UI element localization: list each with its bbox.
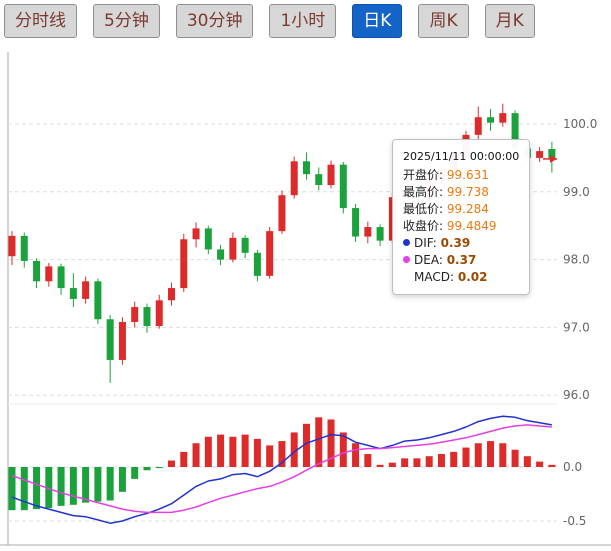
last-price-marker: [543, 154, 557, 163]
chart-frame: [0, 52, 611, 546]
macd-axis-labels: 0.0 -0.5: [563, 460, 586, 528]
tooltip-open-label: 开盘价:: [403, 168, 444, 182]
svg-text:96.0: 96.0: [563, 388, 590, 402]
tooltip-dea-label: DEA:: [414, 253, 443, 267]
macd-histogram: [8, 417, 556, 511]
tooltip-close-value: 99.4849: [446, 219, 497, 233]
tooltip-dea-row: DEA: 0.37: [403, 252, 519, 269]
tooltip-datetime: 2025/11/11 00:00:00: [403, 150, 520, 163]
tooltip-open-row: 开盘价: 99.631: [403, 167, 519, 184]
tooltip-high-value: 99.738: [446, 185, 489, 199]
ohlc-tooltip: 2025/11/11 00:00:00 开盘价: 99.631 最高价: 99.…: [392, 139, 531, 295]
tooltip-macd-label: MACD:: [414, 270, 455, 284]
tab-monthly-k[interactable]: 月K: [484, 4, 535, 39]
tooltip-low-label: 最低价:: [403, 202, 444, 216]
svg-text:97.0: 97.0: [563, 320, 590, 334]
price-axis-labels: 100.0 99.0 98.0 97.0 96.0: [563, 117, 597, 402]
dif-dot-icon: [403, 239, 410, 246]
tab-5min[interactable]: 5分钟: [93, 4, 160, 39]
svg-text:98.0: 98.0: [563, 253, 590, 267]
tooltip-macd-row: MACD: 0.02: [403, 269, 519, 286]
tooltip-dea-value: 0.37: [446, 253, 477, 267]
svg-text:100.0: 100.0: [563, 117, 597, 131]
tooltip-dif-row: DIF: 0.39: [403, 235, 519, 252]
tooltip-high-label: 最高价:: [403, 185, 444, 199]
svg-text:-0.5: -0.5: [563, 514, 586, 528]
tooltip-low-row: 最低价: 99.284: [403, 201, 519, 218]
tab-weekly-k[interactable]: 周K: [418, 4, 469, 39]
svg-text:0.0: 0.0: [563, 460, 582, 474]
dif-line: [11, 415, 553, 524]
tooltip-close-label: 收盘价:: [403, 219, 444, 233]
dea-dot-icon: [403, 256, 410, 263]
tooltip-close-row: 收盘价: 99.4849: [403, 218, 519, 235]
tab-1hour[interactable]: 1小时: [269, 4, 337, 39]
dea-line: [11, 424, 552, 514]
svg-text:99.0: 99.0: [563, 185, 590, 199]
tooltip-dif-label: DIF:: [414, 236, 437, 250]
tooltip-low-value: 99.284: [446, 202, 489, 216]
tab-daily-k[interactable]: 日K: [352, 4, 403, 39]
tooltip-high-row: 最高价: 99.738: [403, 184, 519, 201]
tooltip-macd-value: 0.02: [457, 270, 488, 284]
tab-timeline[interactable]: 分时线: [4, 4, 77, 39]
tooltip-open-value: 99.631: [446, 168, 489, 182]
tooltip-dif-value: 0.39: [440, 236, 471, 250]
tab-30min[interactable]: 30分钟: [175, 4, 254, 39]
interval-toolbar: 分时线 5分钟 30分钟 1小时 日K 周K 月K: [4, 4, 535, 39]
